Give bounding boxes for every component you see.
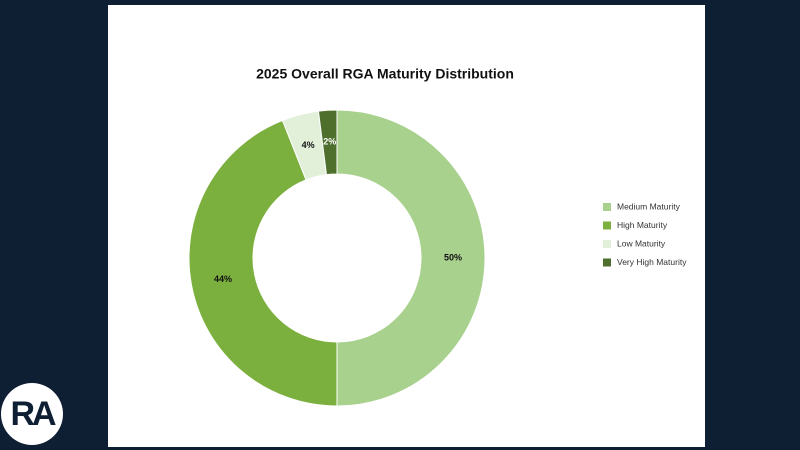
- donut-segment: [188, 119, 338, 407]
- chart-title: 2025 Overall RGA Maturity Distribution: [256, 66, 514, 82]
- legend-swatch: [603, 221, 611, 230]
- legend-swatch: [603, 240, 611, 248]
- data-label: 4%: [302, 140, 315, 150]
- legend-swatch: [603, 258, 611, 267]
- legend-swatch: [603, 203, 611, 211]
- data-label: 50%: [444, 252, 462, 262]
- logo-text: RA: [10, 395, 56, 433]
- legend-label: Low Maturity: [617, 238, 666, 248]
- legend-label: High Maturity: [617, 220, 668, 230]
- data-label: 2%: [323, 137, 336, 147]
- data-label: 44%: [214, 274, 232, 284]
- logo: RA: [1, 383, 63, 445]
- donut-segment: [317, 109, 338, 176]
- legend-label: Very High Maturity: [617, 257, 687, 267]
- donut-segment: [336, 109, 486, 407]
- logo-circle: [1, 383, 63, 445]
- legend-label: Medium Maturity: [617, 201, 681, 211]
